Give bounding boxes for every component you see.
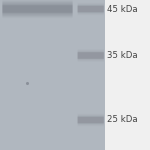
FancyBboxPatch shape — [3, 4, 72, 14]
Text: 35 kDa: 35 kDa — [107, 51, 138, 60]
FancyBboxPatch shape — [3, 0, 72, 18]
FancyBboxPatch shape — [78, 114, 104, 126]
FancyBboxPatch shape — [3, 1, 72, 17]
FancyBboxPatch shape — [3, 2, 72, 16]
FancyBboxPatch shape — [78, 3, 104, 15]
Bar — [105, 0, 150, 150]
Bar — [0, 0, 105, 150]
FancyBboxPatch shape — [78, 52, 104, 59]
FancyBboxPatch shape — [78, 52, 104, 59]
FancyBboxPatch shape — [78, 114, 104, 126]
FancyBboxPatch shape — [78, 117, 104, 123]
FancyBboxPatch shape — [3, 1, 72, 17]
FancyBboxPatch shape — [78, 50, 104, 61]
FancyBboxPatch shape — [78, 4, 104, 14]
FancyBboxPatch shape — [78, 51, 104, 60]
FancyBboxPatch shape — [78, 6, 104, 12]
FancyBboxPatch shape — [3, 5, 72, 13]
FancyBboxPatch shape — [78, 116, 104, 124]
FancyBboxPatch shape — [78, 3, 104, 15]
FancyBboxPatch shape — [3, 3, 72, 15]
Text: 25 kDa: 25 kDa — [107, 116, 138, 124]
FancyBboxPatch shape — [78, 117, 104, 123]
FancyBboxPatch shape — [78, 6, 104, 12]
FancyBboxPatch shape — [78, 49, 104, 62]
FancyBboxPatch shape — [3, 5, 72, 13]
FancyBboxPatch shape — [3, 4, 72, 14]
FancyBboxPatch shape — [78, 51, 104, 60]
FancyBboxPatch shape — [78, 5, 104, 13]
Text: 45 kDa: 45 kDa — [107, 4, 138, 14]
FancyBboxPatch shape — [78, 115, 104, 125]
